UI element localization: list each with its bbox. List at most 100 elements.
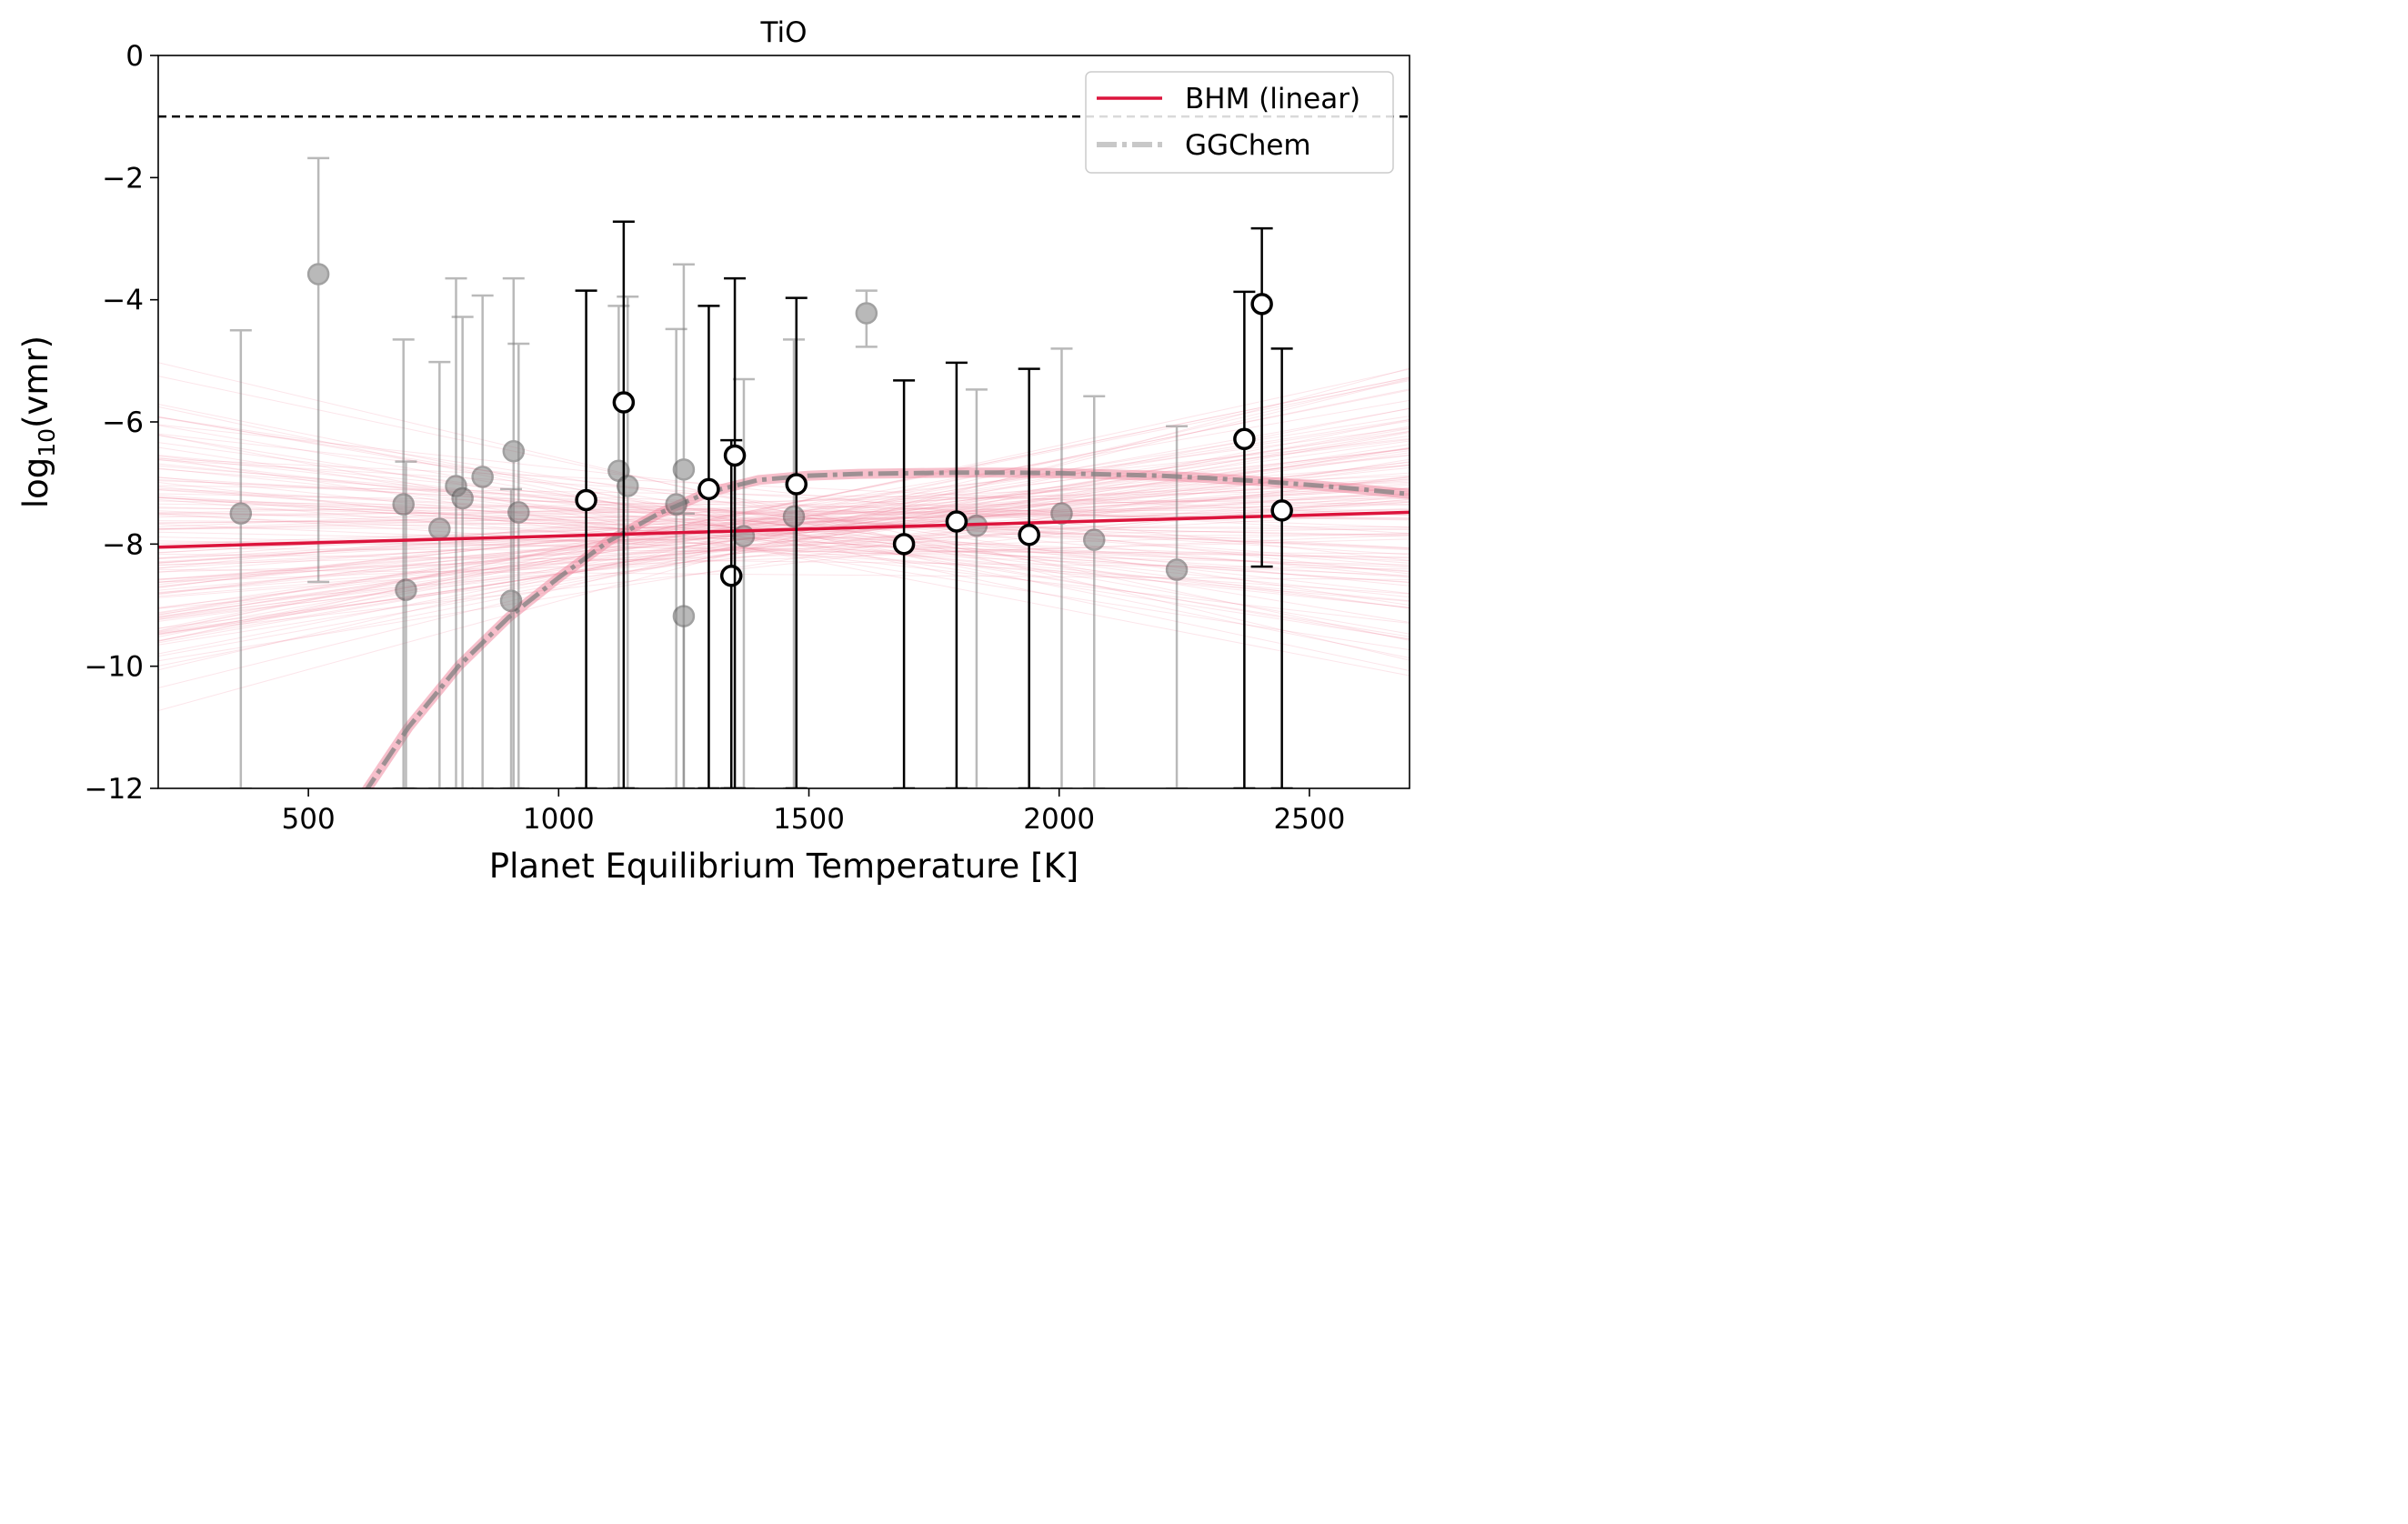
bhm-sample-line	[158, 514, 1410, 568]
bhm-sample-line	[158, 467, 1410, 598]
bhm-sample-line	[158, 512, 1410, 580]
bhm-sample-line	[158, 506, 1410, 537]
detection-marker	[945, 510, 968, 533]
bhm-sample-line	[158, 487, 1410, 563]
bhm-sample-line	[158, 531, 1410, 559]
bhm-sample-line	[158, 368, 1410, 642]
non-detection-marker	[1082, 528, 1106, 551]
non-detection-marker	[507, 501, 530, 524]
bhm-sample-line	[158, 426, 1410, 644]
non-detection-point	[395, 460, 417, 788]
bhm-sample-line	[158, 437, 1410, 569]
bhm-sample-line	[158, 416, 1410, 607]
bhm-sample-line	[158, 461, 1410, 622]
bhm-sample-line	[158, 457, 1410, 516]
non-detection-marker	[1165, 558, 1189, 581]
bhm-sample-line	[158, 406, 1410, 672]
bhm-sample-line	[158, 513, 1410, 595]
non-detection-marker	[229, 502, 253, 525]
bhm-sample-line	[158, 496, 1410, 584]
bhm-sample-line	[158, 568, 1410, 580]
x-axis-ticks: 500 1000 1500 2000 2500	[282, 788, 1345, 836]
legend-label-bhm: BHM (linear)	[1185, 83, 1360, 115]
bhm-sample-line	[158, 488, 1410, 514]
bhm-sample-line	[158, 442, 1410, 609]
y-tick-label: −2	[102, 162, 144, 195]
detection-point	[892, 379, 916, 788]
non-detection-marker	[395, 578, 417, 601]
bhm-sample-line	[158, 526, 1410, 529]
non-detection-point	[665, 327, 687, 788]
bhm-sample-line	[158, 495, 1410, 578]
bhm-sample-line	[158, 427, 1410, 588]
chart: 500 1000 1500 2000 2500 0−2−4−6−8−10−12 TiO …	[0, 0, 1426, 901]
bhm-sample-line	[158, 440, 1410, 616]
bhm-sample-line	[158, 456, 1410, 651]
y-tick-label: −6	[102, 406, 144, 439]
bhm-median-line	[158, 510, 1410, 549]
non-detection-point	[392, 338, 415, 788]
non-detection-marker	[855, 302, 878, 325]
detection-point	[697, 305, 720, 788]
bhm-sample-line	[158, 547, 1410, 555]
non-detection-marker	[451, 486, 474, 510]
bhm-sample-line	[158, 435, 1410, 637]
detection-point	[612, 220, 636, 788]
x-tick-label: 2000	[1023, 803, 1095, 836]
bhm-sample-line	[158, 425, 1410, 640]
legend: BHM (linear) GGChem	[1085, 71, 1394, 174]
bhm-sample-line	[158, 476, 1410, 608]
bhm-sample-line	[158, 458, 1410, 662]
bhm-sample-line	[158, 378, 1410, 688]
bhm-sample-line	[158, 433, 1410, 575]
bhm-sample-line	[158, 376, 1410, 632]
y-axis-label: log10(vmr)	[16, 336, 60, 508]
bhm-sample-line	[158, 483, 1410, 580]
bhm-sample-line	[158, 524, 1410, 577]
x-tick-label: 1000	[523, 803, 595, 836]
bhm-sample-line	[158, 464, 1410, 618]
bhm-posterior-samples	[158, 362, 1410, 711]
detection-marker	[612, 391, 636, 414]
y-tick-label: −4	[102, 285, 144, 317]
non-detection-marker	[782, 505, 806, 528]
bhm-sample-line	[158, 500, 1410, 546]
non-detection-marker	[502, 439, 526, 463]
bhm-sample-line	[158, 458, 1410, 609]
bhm-sample-line	[158, 482, 1410, 624]
detection-point	[723, 276, 747, 788]
bhm-sample-line	[158, 512, 1410, 536]
bhm-sample-line	[158, 493, 1410, 519]
non-detection-point	[502, 276, 526, 788]
bhm-sample-line	[158, 459, 1410, 535]
detection-marker	[892, 533, 916, 556]
detections-layer	[575, 220, 1293, 788]
non-detection-marker	[428, 517, 451, 540]
bhm-sample-line	[158, 376, 1410, 632]
bhm-sample-line	[158, 435, 1410, 618]
bhm-sample-line	[158, 432, 1410, 657]
bhm-sample-line	[158, 376, 1410, 641]
bhm-sample-line	[158, 497, 1410, 547]
bhm-sample-line	[158, 540, 1410, 558]
non-detection-marker	[672, 458, 696, 481]
non-detection-marker	[617, 475, 639, 497]
legend-label-ggchem: GGChem	[1185, 129, 1311, 162]
chart-title: TiO	[760, 16, 808, 49]
detection-point	[719, 438, 743, 788]
bhm-sample-line	[158, 553, 1410, 570]
non-detections-layer	[229, 156, 1189, 788]
bhm-sample-line	[158, 487, 1410, 560]
x-tick-label: 2500	[1273, 803, 1345, 836]
ggchem-curve-layer	[361, 467, 1410, 788]
bhm-sample-line	[158, 362, 1410, 661]
bhm-sample-line	[158, 431, 1410, 641]
non-detection-point	[855, 289, 878, 348]
bhm-sample-line	[158, 478, 1410, 591]
detection-marker	[785, 473, 808, 496]
y-tick-label: −10	[85, 651, 144, 684]
y-axis-label-subscript: 10	[34, 428, 60, 457]
bhm-sample-line	[158, 481, 1410, 530]
bhm-sample-line	[158, 492, 1410, 564]
detection-marker	[1018, 524, 1040, 546]
